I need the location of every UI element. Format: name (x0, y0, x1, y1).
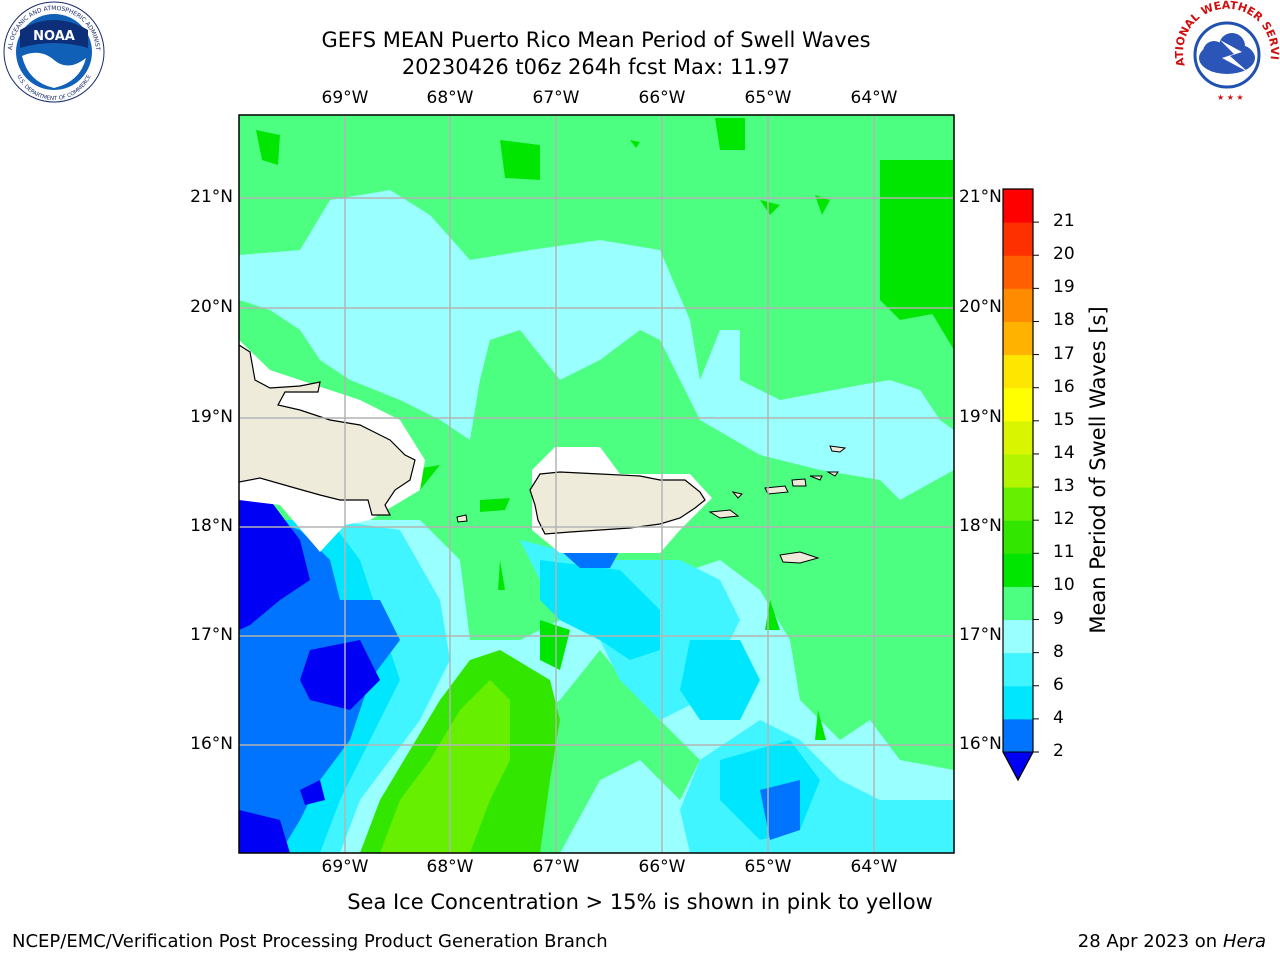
lon-label-bottom: 65°W (744, 857, 792, 877)
colorbar-segment (1003, 255, 1033, 289)
colorbar-segment (1003, 222, 1033, 256)
lon-label-top: 68°W (426, 88, 474, 108)
sea-ice-note: Sea Ice Concentration > 15% is shown in … (347, 890, 933, 914)
lon-label-top: 67°W (532, 88, 580, 108)
lon-label-top: 65°W (744, 88, 792, 108)
footer-host: Hera (1222, 931, 1266, 952)
contour-10-11 (256, 118, 954, 740)
lat-label-left: 21°N (190, 187, 233, 207)
colorbar-tick-label: 19 (1053, 277, 1075, 298)
chart-title-line1: GEFS MEAN Puerto Rico Mean Period of Swe… (321, 28, 871, 52)
nws-logo: NATIONAL WEATHER SERVICE ★ ★ ★ (1172, 0, 1280, 106)
colorbar-segment (1003, 354, 1033, 389)
colorbar-tick-label: 6 (1053, 674, 1064, 695)
colorbar-segment (1003, 553, 1033, 587)
footer-date-text: 28 Apr 2023 on (1077, 931, 1223, 952)
lat-label-left: 17°N (190, 625, 233, 645)
lat-label-right: 20°N (959, 297, 1002, 317)
colorbar-segment (1003, 387, 1033, 422)
colorbar-tick-label: 12 (1053, 509, 1075, 530)
lat-label-right: 18°N (959, 516, 1002, 536)
colorbar-tick-label: 17 (1053, 343, 1075, 364)
lat-label-left: 19°N (190, 407, 233, 427)
lat-label-right: 19°N (959, 407, 1002, 427)
colorbar-segment (1003, 487, 1033, 521)
lat-label-left: 18°N (190, 516, 233, 536)
colorbar-label: Mean Period of Swell Waves [s] (1086, 306, 1110, 634)
colorbar-tick-label: 2 (1053, 741, 1064, 761)
colorbar-extend-triangle (1002, 751, 1034, 782)
chart-title-line2: 20230426 t06z 264h fcst Max: 11.97 (401, 55, 791, 79)
contour-12 (380, 680, 510, 853)
colorbar-segment (1003, 453, 1033, 488)
lon-label-top: 64°W (850, 88, 898, 108)
noaa-logo: NATIONAL OCEANIC AND ATMOSPHERIC ADMINIS… (0, 0, 105, 103)
colorbar-tick-label: 11 (1053, 542, 1075, 563)
svg-text:★ ★ ★: ★ ★ ★ (1217, 93, 1244, 102)
lat-label-left: 16°N (190, 734, 233, 754)
footer-credit: NCEP/EMC/Verification Post Processing Pr… (12, 931, 608, 952)
colorbar-segment (1003, 321, 1033, 356)
colorbar-tick-label: 16 (1053, 376, 1075, 397)
colorbar-tick-label: 15 (1053, 409, 1075, 430)
contour-12-inner (500, 780, 520, 830)
colorbar (1002, 188, 1039, 782)
colorbar-tick-label: 4 (1053, 707, 1064, 728)
colorbar-tick-label: 18 (1053, 310, 1075, 331)
lon-label-bottom: 69°W (321, 857, 369, 877)
colorbar-tick-label: 8 (1053, 641, 1064, 662)
colorbar-segment (1003, 586, 1033, 621)
colorbar-segment (1003, 288, 1033, 322)
colorbar-segment (1003, 685, 1033, 720)
colorbar-tick-label: 14 (1053, 442, 1075, 463)
colorbar-frame (1002, 188, 1034, 782)
lon-label-bottom: 67°W (532, 857, 580, 877)
colorbar-segment (1003, 520, 1033, 554)
lat-label-right: 16°N (959, 734, 1002, 754)
virgin-islands (708, 445, 847, 564)
lon-label-top: 69°W (321, 88, 369, 108)
colorbar-segment (1003, 619, 1033, 654)
mona-island (456, 514, 468, 523)
contour-8-9-north (239, 190, 954, 500)
colorbar-tick-label: 10 (1053, 575, 1075, 596)
colorbar-segment (1003, 189, 1033, 223)
colorbar-segment (1003, 420, 1033, 455)
colorbar-tick-label: 13 (1053, 476, 1075, 497)
lon-label-top: 66°W (638, 88, 686, 108)
colorbar-tick-label: 20 (1053, 244, 1075, 265)
noaa-logo-text: NOAA (33, 29, 75, 44)
map-fill-layer (239, 115, 954, 853)
lat-label-left: 20°N (190, 297, 233, 317)
lat-label-right: 17°N (959, 625, 1002, 645)
map-gridlines (239, 115, 954, 853)
lon-label-bottom: 68°W (426, 857, 474, 877)
colorbar-tick-label: 9 (1053, 608, 1064, 629)
lon-label-bottom: 64°W (850, 857, 898, 877)
lon-label-bottom: 66°W (638, 857, 686, 877)
contour-below-2 (239, 500, 380, 853)
colorbar-segment (1003, 652, 1033, 687)
lat-label-right: 21°N (959, 187, 1002, 207)
hispaniola-land (239, 344, 416, 516)
colorbar-segment (1003, 718, 1033, 753)
footer-date: 28 Apr 2023 on Hera (1078, 931, 1266, 952)
map-frame (238, 114, 955, 854)
colorbar-tick-label: 21 (1053, 211, 1075, 232)
